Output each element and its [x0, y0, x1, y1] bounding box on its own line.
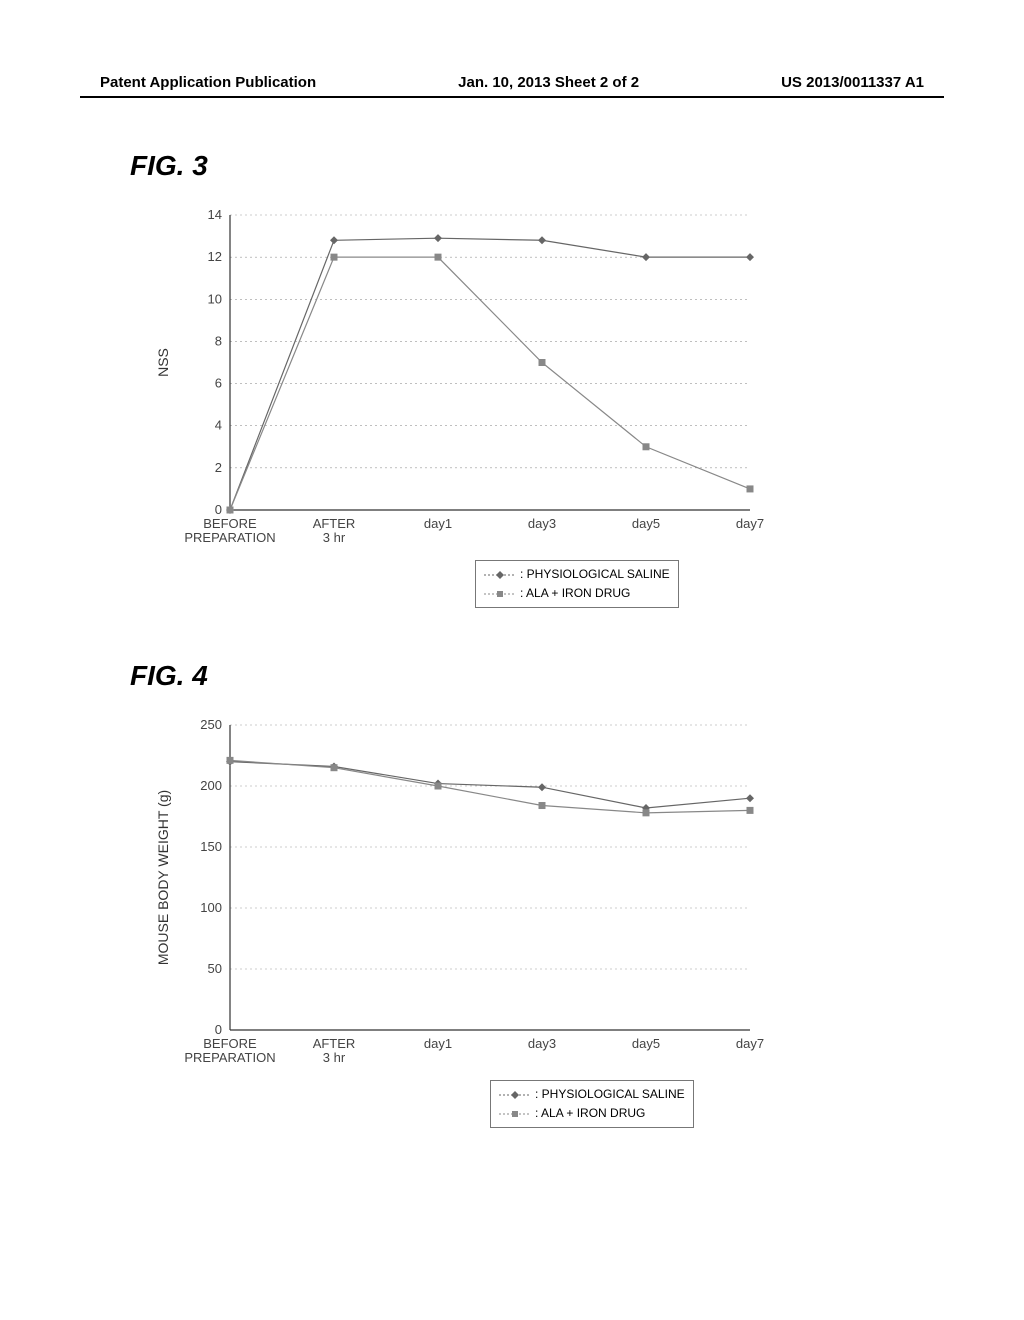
diamond-marker-icon: [484, 570, 516, 580]
svg-text:6: 6: [215, 376, 222, 391]
svg-text:day3: day3: [528, 516, 556, 531]
svg-text:12: 12: [208, 249, 222, 264]
svg-text:BEFORE: BEFORE: [203, 516, 257, 531]
svg-text:3 hr: 3 hr: [323, 1050, 346, 1065]
svg-text:day3: day3: [528, 1036, 556, 1051]
svg-text:AFTER: AFTER: [313, 516, 356, 531]
chart-svg: 0 2 4 6 8 10 12 14 BEFOREPREPARATION AFTER3 hr day…: [150, 205, 770, 565]
square-marker-icon: [484, 589, 516, 599]
legend-row-saline: : PHYSIOLOGICAL SALINE: [499, 1085, 685, 1104]
fig4-label: FIG. 4: [130, 660, 208, 692]
svg-text:200: 200: [200, 778, 222, 793]
legend-label: : ALA + IRON DRUG: [520, 584, 630, 603]
fig3-legend: : PHYSIOLOGICAL SALINE : ALA + IRON DRUG: [475, 560, 679, 608]
svg-text:BEFORE: BEFORE: [203, 1036, 257, 1051]
svg-text:2: 2: [215, 460, 222, 475]
legend-row-ala: : ALA + IRON DRUG: [484, 584, 670, 603]
svg-text:day1: day1: [424, 1036, 452, 1051]
svg-text:0: 0: [215, 1022, 222, 1037]
svg-text:4: 4: [215, 418, 222, 433]
svg-text:14: 14: [208, 207, 222, 222]
legend-label: : PHYSIOLOGICAL SALINE: [520, 565, 670, 584]
svg-text:0: 0: [215, 502, 222, 517]
svg-text:250: 250: [200, 717, 222, 732]
svg-text:10: 10: [208, 291, 222, 306]
fig4-chart: 0 50 100 150 200 250 BEFOREPREPARATION AFTER3 h…: [150, 715, 770, 1085]
svg-text:day7: day7: [736, 516, 764, 531]
fig3-label: FIG. 3: [130, 150, 208, 182]
square-marker-icon: [499, 1109, 531, 1119]
page-header: Patent Application Publication Jan. 10, …: [0, 74, 1024, 91]
svg-text:8: 8: [215, 333, 222, 348]
legend-label: : ALA + IRON DRUG: [535, 1104, 645, 1123]
svg-text:PREPARATION: PREPARATION: [184, 1050, 275, 1065]
legend-row-saline: : PHYSIOLOGICAL SALINE: [484, 565, 670, 584]
chart-svg: 0 50 100 150 200 250 BEFOREPREPARATION AFTER3 h…: [150, 715, 770, 1085]
svg-text:3 hr: 3 hr: [323, 530, 346, 545]
header-center: Jan. 10, 2013 Sheet 2 of 2: [458, 74, 639, 91]
svg-text:100: 100: [200, 900, 222, 915]
svg-text:50: 50: [208, 961, 222, 976]
svg-text:day5: day5: [632, 1036, 660, 1051]
svg-text:150: 150: [200, 839, 222, 854]
svg-text:day7: day7: [736, 1036, 764, 1051]
fig4-legend: : PHYSIOLOGICAL SALINE : ALA + IRON DRUG: [490, 1080, 694, 1128]
svg-text:AFTER: AFTER: [313, 1036, 356, 1051]
header-rule: [80, 96, 944, 98]
diamond-marker-icon: [499, 1090, 531, 1100]
svg-text:PREPARATION: PREPARATION: [184, 530, 275, 545]
header-right: US 2013/0011337 A1: [781, 74, 924, 91]
legend-row-ala: : ALA + IRON DRUG: [499, 1104, 685, 1123]
svg-text:day1: day1: [424, 516, 452, 531]
legend-label: : PHYSIOLOGICAL SALINE: [535, 1085, 685, 1104]
svg-text:NSS: NSS: [155, 348, 171, 377]
header-left: Patent Application Publication: [100, 74, 316, 91]
svg-text:day5: day5: [632, 516, 660, 531]
svg-text:MOUSE BODY WEIGHT (g): MOUSE BODY WEIGHT (g): [155, 790, 171, 965]
fig3-chart: 0 2 4 6 8 10 12 14 BEFOREPREPARATION AFTER3 hr day…: [150, 205, 770, 565]
